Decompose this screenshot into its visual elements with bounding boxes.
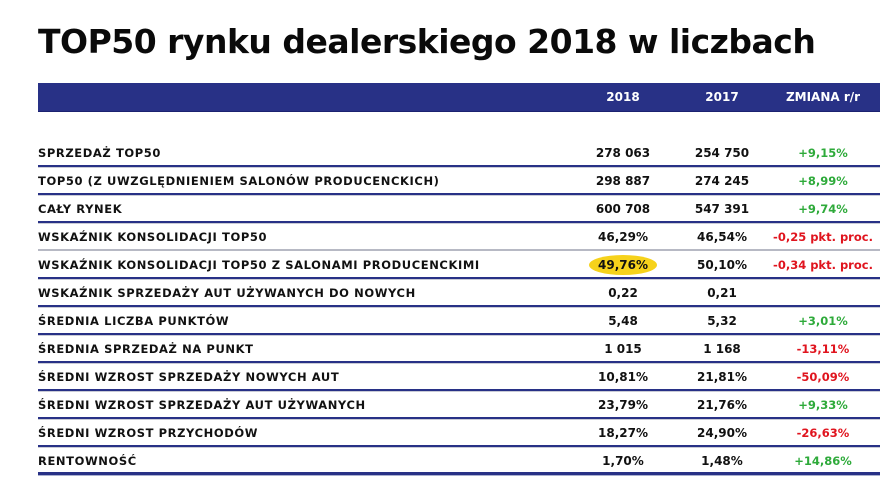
value-2017: 1 168 [703, 342, 741, 356]
row-label: TOP50 (Z UWZGLĘDNIENIEM SALONÓW PRODUCEN… [38, 174, 440, 188]
page-title: TOP50 rynku dealerskiego 2018 w liczbach [38, 22, 816, 61]
value-change: -50,09% [796, 370, 850, 384]
value-change: +9,15% [798, 146, 848, 160]
value-change: -0,25 pkt. proc. [773, 230, 873, 244]
table-row: SPRZEDAŻ TOP50 278 063 254 750 +9,15% [38, 139, 880, 167]
stats-table: SPRZEDAŻ TOP50 278 063 254 750 +9,15% TO… [38, 139, 880, 475]
value-change: -26,63% [796, 426, 850, 440]
value-change: +3,01% [798, 314, 848, 328]
value-2018: 10,81% [598, 370, 648, 384]
value-change: +8,99% [798, 174, 848, 188]
row-label: CAŁY RYNEK [38, 202, 123, 216]
row-label: ŚREDNIA LICZBA PUNKTÓW [38, 314, 230, 328]
value-2018: 1 015 [604, 342, 642, 356]
value-2017: 5,32 [707, 314, 737, 328]
value-2018: 5,48 [608, 314, 638, 328]
value-2018: 46,29% [598, 230, 648, 244]
value-2018: 18,27% [598, 426, 648, 440]
row-label: ŚREDNI WZROST SPRZEDAŻY AUT UŻYWANYCH [38, 398, 366, 412]
row-label: ŚREDNIA SPRZEDAŻ NA PUNKT [38, 342, 254, 356]
table-row: WSKAŹNIK SPRZEDAŻY AUT UŻYWANYCH DO NOWY… [38, 279, 880, 307]
row-label: ŚREDNI WZROST PRZYCHODÓW [38, 426, 259, 440]
table-row: ŚREDNI WZROST SPRZEDAŻY AUT UŻYWANYCH 23… [38, 391, 880, 419]
value-2018: 600 708 [595, 202, 651, 216]
value-2017: 46,54% [697, 230, 747, 244]
value-2018: 23,79% [598, 398, 648, 412]
value-change: +14,86% [794, 454, 852, 468]
value-2018-cell: 49,76% [583, 251, 663, 279]
value-2017: 0,21 [707, 286, 737, 300]
value-2017: 21,81% [697, 370, 747, 384]
value-2017: 24,90% [697, 426, 747, 440]
row-label: SPRZEDAŻ TOP50 [38, 146, 162, 160]
value-2017: 50,10% [697, 258, 747, 272]
highlighted-value-2018: 49,76% [589, 255, 657, 275]
table-row: CAŁY RYNEK 600 708 547 391 +9,74% [38, 195, 880, 223]
table-row: ŚREDNIA SPRZEDAŻ NA PUNKT 1 015 1 168 -1… [38, 335, 880, 363]
value-change: +9,33% [798, 398, 848, 412]
row-label: WSKAŹNIK KONSOLIDACJI TOP50 [38, 230, 268, 244]
table-row: ŚREDNI WZROST SPRZEDAŻY NOWYCH AUT 10,81… [38, 363, 880, 391]
column-header-2018: 2018 [606, 90, 640, 104]
row-label: ŚREDNI WZROST SPRZEDAŻY NOWYCH AUT [38, 370, 340, 384]
table-row: RENTOWNOŚĆ 1,70% 1,48% +14,86% [38, 447, 880, 475]
value-change: -0,34 pkt. proc. [773, 258, 873, 272]
value-2018: 0,22 [608, 286, 638, 300]
value-2017: 254 750 [694, 146, 750, 160]
value-2018: 298 887 [595, 174, 651, 188]
value-change: +9,74% [798, 202, 848, 216]
value-change: -13,11% [796, 342, 850, 356]
value-2017: 1,48% [701, 454, 743, 468]
table-header: 2018 2017 ZMIANA r/r [38, 83, 880, 112]
row-label: WSKAŹNIK KONSOLIDACJI TOP50 Z SALONAMI P… [38, 258, 480, 272]
value-2018: 1,70% [602, 454, 644, 468]
value-2017: 274 245 [694, 174, 750, 188]
table-row: ŚREDNIA LICZBA PUNKTÓW 5,48 5,32 +3,01% [38, 307, 880, 335]
table-row: ŚREDNI WZROST PRZYCHODÓW 18,27% 24,90% -… [38, 419, 880, 447]
row-label: RENTOWNOŚĆ [38, 454, 137, 468]
row-label: WSKAŹNIK SPRZEDAŻY AUT UŻYWANYCH DO NOWY… [38, 286, 416, 300]
column-header-2017: 2017 [705, 90, 739, 104]
value-2017: 21,76% [697, 398, 747, 412]
table-row: TOP50 (Z UWZGLĘDNIENIEM SALONÓW PRODUCEN… [38, 167, 880, 195]
column-header-change: ZMIANA r/r [785, 90, 861, 104]
table-row: WSKAŹNIK KONSOLIDACJI TOP50 46,29% 46,54… [38, 223, 880, 251]
value-2018: 278 063 [595, 146, 651, 160]
value-2017: 547 391 [694, 202, 750, 216]
table-row: WSKAŹNIK KONSOLIDACJI TOP50 Z SALONAMI P… [38, 251, 880, 279]
